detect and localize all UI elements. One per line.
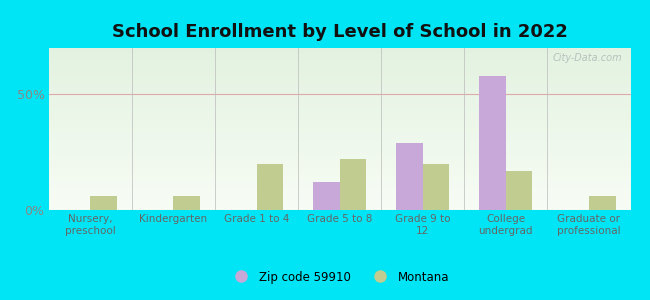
Bar (313, 182, 339, 210)
Bar (422, 164, 449, 210)
Bar (90, 196, 117, 210)
Bar (174, 196, 200, 210)
Bar (257, 164, 283, 210)
Title: School Enrollment by Level of School in 2022: School Enrollment by Level of School in … (112, 23, 567, 41)
Bar (506, 171, 532, 210)
Legend: Zip code 59910, Montana: Zip code 59910, Montana (225, 266, 454, 288)
Bar (479, 76, 506, 210)
Bar (589, 196, 616, 210)
Bar (339, 159, 366, 210)
Bar (396, 143, 422, 210)
Text: City-Data.com: City-Data.com (552, 53, 622, 63)
